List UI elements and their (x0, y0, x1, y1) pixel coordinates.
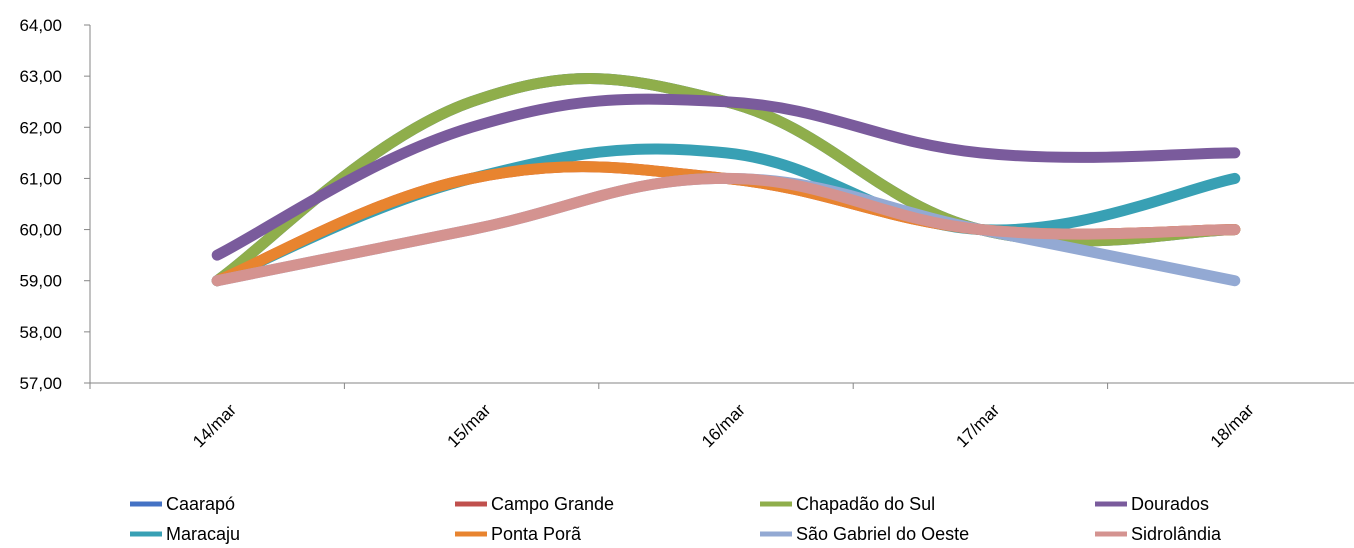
legend-label: Caarapó (166, 494, 235, 514)
legend-item: Dourados (1095, 494, 1209, 514)
y-tick-label: 57,00 (19, 374, 62, 393)
x-tick-label: 16/mar (698, 400, 749, 451)
series-line-3 (211, 93, 1241, 261)
legend-item: Maracaju (130, 524, 240, 544)
legend-label: São Gabriel do Oeste (796, 524, 969, 544)
legend-item: Sidrolândia (1095, 524, 1222, 544)
chart-legend: Caarapó Campo Grande Chapadão do Sul Dourad… (130, 494, 1222, 544)
legend-label: Sidrolândia (1131, 524, 1222, 544)
y-tick-label: 59,00 (19, 272, 62, 291)
legend-item: Caarapó (130, 494, 235, 514)
y-tick-label: 63,00 (19, 67, 62, 86)
legend-label: Maracaju (166, 524, 240, 544)
x-tick-label: 15/mar (444, 400, 495, 451)
y-tick-label: 64,00 (19, 16, 62, 35)
y-tick-label: 61,00 (19, 169, 62, 188)
legend-label: Ponta Porã (491, 524, 582, 544)
series-line-7 (211, 172, 1241, 287)
legend-label: Campo Grande (491, 494, 614, 514)
legend-label: Dourados (1131, 494, 1209, 514)
legend-item: Ponta Porã (455, 524, 582, 544)
x-tick-label: 14/mar (189, 400, 240, 451)
legend-item: São Gabriel do Oeste (760, 524, 969, 544)
x-tick-label: 17/mar (952, 400, 1003, 451)
legend-label: Chapadão do Sul (796, 494, 935, 514)
x-tick-label: 18/mar (1207, 400, 1258, 451)
y-tick-label: 62,00 (19, 118, 62, 137)
y-tick-label: 58,00 (19, 323, 62, 342)
legend-item: Chapadão do Sul (760, 494, 935, 514)
legend-item: Campo Grande (455, 494, 614, 514)
chart-series (211, 73, 1241, 287)
y-tick-label: 60,00 (19, 221, 62, 240)
